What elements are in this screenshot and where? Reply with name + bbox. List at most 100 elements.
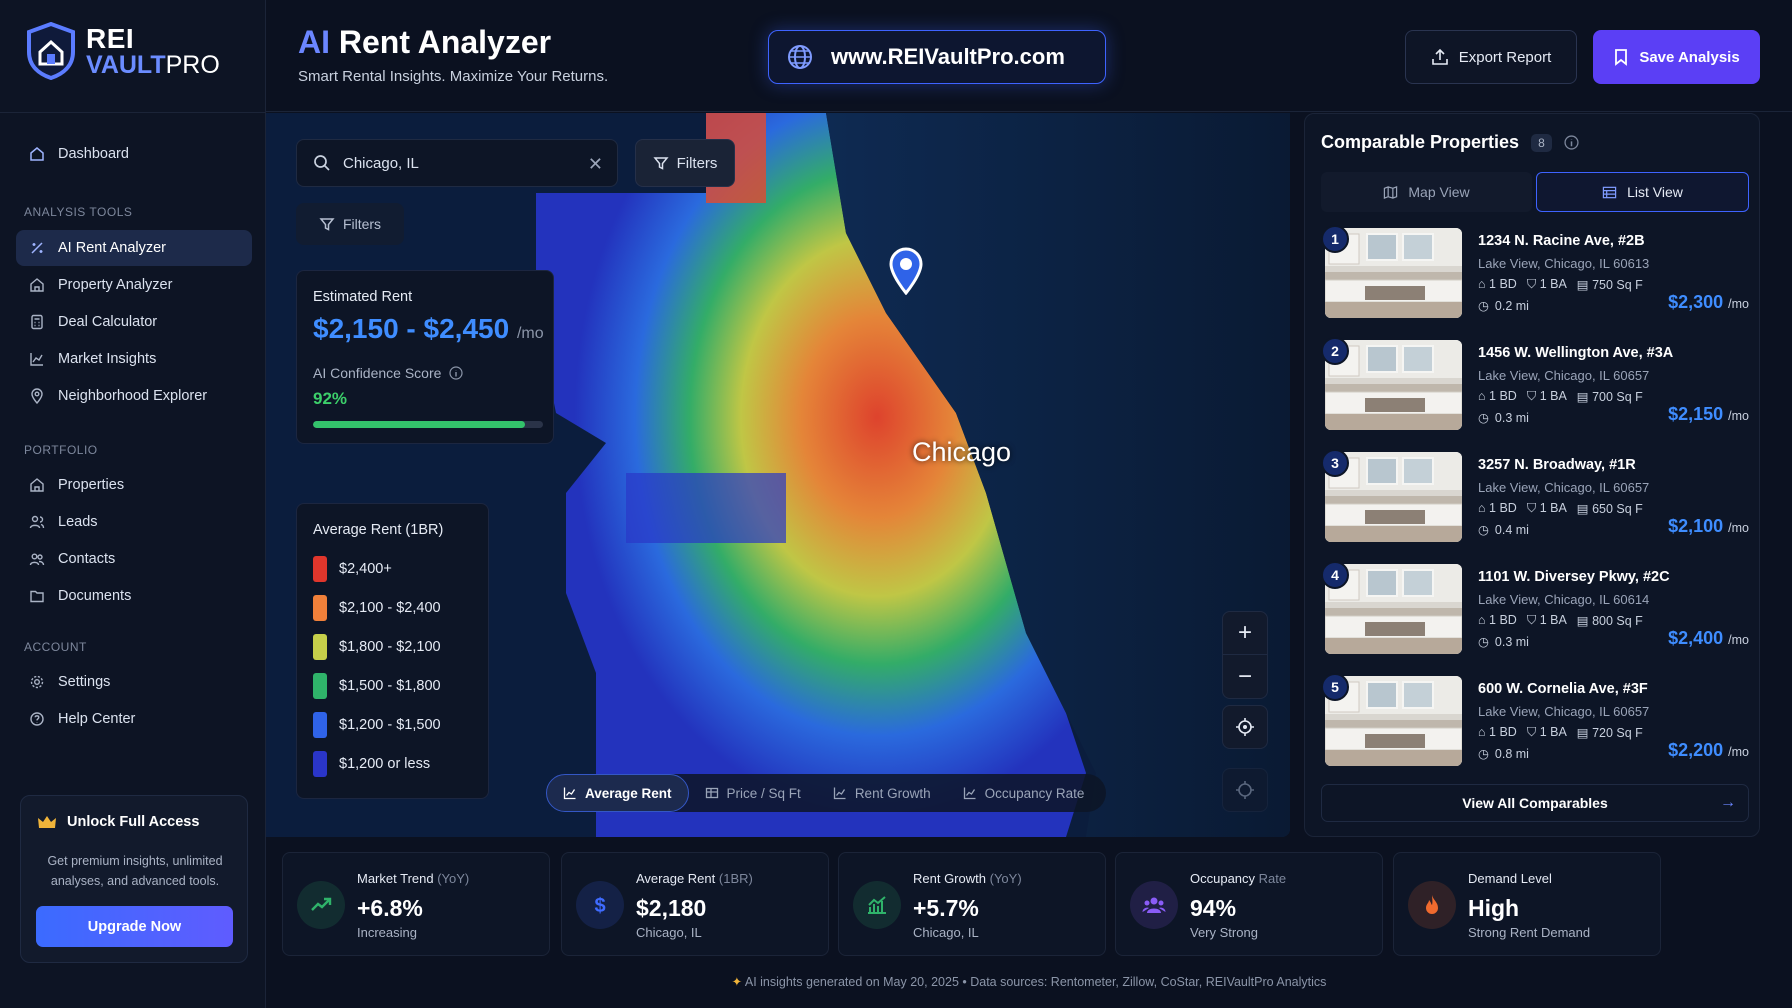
section-analysis-tools: ANALYSIS TOOLS [24, 205, 133, 219]
comparable-address[interactable]: 600 W. Cornelia Ave, #3F [1478, 681, 1648, 697]
view-all-comparables-button[interactable]: View All Comparables → [1321, 784, 1749, 822]
legend-item: $1,500 - $1,800 [313, 673, 441, 699]
comparable-row[interactable]: 2 1456 W. Wellington Ave, #3A Lake View,… [1321, 337, 1749, 433]
zoom-out-button[interactable]: − [1222, 655, 1268, 699]
list-view-button[interactable]: List View [1536, 172, 1749, 212]
zoom-in-button[interactable]: + [1222, 611, 1268, 655]
stat-label-text: Occupancy [1190, 871, 1256, 886]
bedrooms: ⌂ 1 BD [1478, 389, 1517, 404]
tab-average-rent[interactable]: Average Rent [546, 774, 689, 812]
tab-rent-growth[interactable]: Rent Growth [817, 774, 947, 812]
bathrooms-value: 1 BA [1539, 725, 1567, 739]
sidebar-item-neighborhood-explorer[interactable]: Neighborhood Explorer [16, 378, 252, 414]
legend-item: $1,800 - $2,100 [313, 634, 441, 660]
website-url: www.REIVaultPro.com [831, 44, 1065, 69]
area-icon: ▤ [1576, 726, 1593, 740]
price-value: $2,100 [1668, 516, 1724, 536]
svg-text:$: $ [594, 895, 605, 917]
legend-item: $1,200 - $1,500 [313, 712, 441, 738]
website-link[interactable]: www.REIVaultPro.com [768, 30, 1106, 84]
stat-label: Occupancy Rate [1190, 871, 1286, 886]
upgrade-now-button[interactable]: Upgrade Now [36, 906, 233, 947]
comparable-row[interactable]: 5 600 W. Cornelia Ave, #3F Lake View, Ch… [1321, 673, 1749, 769]
comparable-address[interactable]: 1456 W. Wellington Ave, #3A [1478, 345, 1674, 361]
bed-icon: ⌂ [1478, 725, 1490, 739]
rent-heatmap[interactable]: Chicago Chicago, IL ✕ Filters Filters Es… [266, 113, 1290, 837]
sidebar-item-property-analyzer[interactable]: Property Analyzer [16, 267, 252, 303]
bathrooms: ⛉ 1 BA [1527, 389, 1567, 404]
home-icon [30, 147, 44, 161]
sidebar-item-label: AI Rent Analyzer [58, 240, 166, 256]
sidebar-item-deal-calculator[interactable]: Deal Calculator [16, 304, 252, 340]
sidebar-item-leads[interactable]: Leads [16, 504, 252, 540]
legend-item: $1,200 or less [313, 751, 430, 777]
brand-logo[interactable]: REI VAULTPRO [26, 22, 220, 80]
sidebar-item-market-insights[interactable]: Market Insights [16, 341, 252, 377]
filters-chip[interactable]: Filters [296, 203, 404, 245]
sidebar-item-dashboard[interactable]: Dashboard [16, 136, 252, 172]
filter-icon [319, 218, 335, 231]
sidebar-item-label: Neighborhood Explorer [58, 388, 208, 404]
bath-icon: ⛉ [1526, 725, 1540, 739]
clear-search-icon[interactable]: ✕ [587, 154, 603, 174]
page-subtitle: Smart Rental Insights. Maximize Your Ret… [298, 68, 609, 85]
square-feet-value: 750 Sq F [1592, 278, 1643, 292]
save-analysis-label: Save Analysis [1639, 48, 1740, 66]
price-value: $2,200 [1668, 740, 1724, 760]
export-report-button[interactable]: Export Report [1405, 30, 1577, 84]
comparable-row[interactable]: 1 1234 N. Racine Ave, #2B Lake View, Chi… [1321, 225, 1749, 321]
location-search-input[interactable]: Chicago, IL ✕ [296, 139, 618, 187]
area-icon: ▤ [1576, 614, 1593, 628]
stat-value: 94% [1190, 895, 1237, 921]
sidebar-item-settings[interactable]: Settings [16, 664, 252, 700]
area-icon: ▤ [1576, 502, 1593, 516]
comparable-number: 2 [1321, 337, 1349, 365]
sidebar-item-label: Settings [58, 674, 111, 690]
comparable-number: 4 [1321, 561, 1349, 589]
comparable-address[interactable]: 1101 W. Diversey Pkwy, #2C [1478, 569, 1670, 585]
property-photo [1325, 564, 1462, 654]
crown-icon [38, 816, 56, 828]
house-icon [30, 278, 44, 292]
save-analysis-button[interactable]: Save Analysis [1593, 30, 1760, 84]
comparable-row[interactable]: 3 3257 N. Broadway, #1R Lake View, Chica… [1321, 449, 1749, 545]
legend-swatch [313, 751, 327, 777]
sidebar: REI VAULTPRO Dashboard ANALYSIS TOOLS AI… [0, 0, 266, 1008]
dollar-icon: $ [576, 881, 624, 929]
sidebar-item-contacts[interactable]: Contacts [16, 541, 252, 577]
bedrooms-value: 1 BD [1489, 501, 1517, 515]
brand-pro: PRO [165, 50, 220, 79]
locate-button[interactable] [1222, 705, 1268, 749]
comparable-address[interactable]: 1234 N. Racine Ave, #2B [1478, 233, 1645, 249]
sidebar-item-label: Market Insights [58, 351, 157, 367]
info-icon[interactable] [449, 366, 464, 380]
sidebar-item-ai-rent-analyzer[interactable]: AI Rent Analyzer [16, 230, 252, 266]
price-value: $2,300 [1668, 292, 1724, 312]
sidebar-item-help-center[interactable]: Help Center [16, 701, 252, 737]
square-feet-value: 720 Sq F [1592, 726, 1643, 740]
map-view-button[interactable]: Map View [1321, 172, 1532, 212]
sidebar-item-documents[interactable]: Documents [16, 578, 252, 614]
confidence-value: 92% [313, 389, 348, 408]
stat-label-text: Average Rent [636, 871, 716, 886]
legend-label: $1,500 - $1,800 [339, 678, 441, 694]
filters-button[interactable]: Filters [635, 139, 735, 187]
info-icon[interactable] [1564, 135, 1579, 150]
location-pin-icon[interactable] [888, 247, 924, 295]
comparable-distance: ◷ 0.3 mi [1478, 410, 1529, 426]
comparable-address[interactable]: 3257 N. Broadway, #1R [1478, 457, 1636, 473]
price-value: $2,150 [1668, 404, 1724, 424]
property-photo[interactable] [1325, 564, 1462, 654]
sidebar-item-properties[interactable]: Properties [16, 467, 252, 503]
header: AI Rent Analyzer Smart Rental Insights. … [266, 0, 1792, 112]
stat-subtext: Strong Rent Demand [1468, 925, 1591, 940]
tab-price-sq-ft[interactable]: Price / Sq Ft [689, 774, 817, 812]
legend-label: $1,200 - $1,500 [339, 717, 441, 733]
bath-icon: ⛉ [1526, 389, 1540, 403]
comparable-number: 1 [1321, 225, 1349, 253]
compass-button[interactable] [1222, 768, 1268, 812]
price-unit: /mo [1728, 297, 1749, 311]
search-value: Chicago, IL [343, 154, 419, 172]
comparable-row[interactable]: 4 1101 W. Diversey Pkwy, #2C Lake View, … [1321, 561, 1749, 657]
tab-occupancy-rate[interactable]: Occupancy Rate [947, 774, 1101, 812]
